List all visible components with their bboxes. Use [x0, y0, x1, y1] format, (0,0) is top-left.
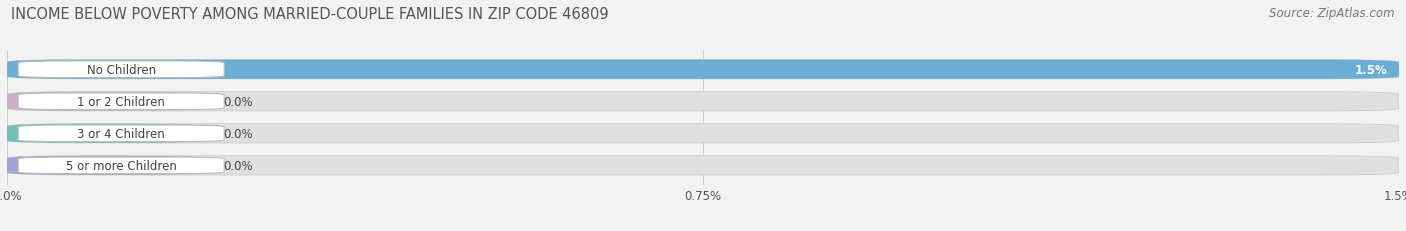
FancyBboxPatch shape: [18, 125, 224, 142]
Text: No Children: No Children: [87, 64, 156, 76]
Text: 0.0%: 0.0%: [222, 95, 253, 108]
FancyBboxPatch shape: [18, 157, 224, 174]
FancyBboxPatch shape: [7, 124, 202, 143]
FancyBboxPatch shape: [7, 60, 1399, 79]
Text: 3 or 4 Children: 3 or 4 Children: [77, 127, 165, 140]
FancyBboxPatch shape: [7, 156, 202, 175]
FancyBboxPatch shape: [7, 156, 1399, 175]
FancyBboxPatch shape: [18, 62, 224, 78]
Text: INCOME BELOW POVERTY AMONG MARRIED-COUPLE FAMILIES IN ZIP CODE 46809: INCOME BELOW POVERTY AMONG MARRIED-COUPL…: [11, 7, 609, 22]
FancyBboxPatch shape: [18, 94, 224, 110]
Text: 0.0%: 0.0%: [222, 127, 253, 140]
Text: 0.0%: 0.0%: [222, 159, 253, 172]
Text: 1 or 2 Children: 1 or 2 Children: [77, 95, 165, 108]
Text: 1.5%: 1.5%: [1355, 64, 1388, 76]
FancyBboxPatch shape: [7, 92, 202, 111]
Text: Source: ZipAtlas.com: Source: ZipAtlas.com: [1270, 7, 1395, 20]
Text: 5 or more Children: 5 or more Children: [66, 159, 177, 172]
FancyBboxPatch shape: [7, 60, 1399, 79]
FancyBboxPatch shape: [7, 92, 1399, 111]
FancyBboxPatch shape: [7, 124, 1399, 143]
